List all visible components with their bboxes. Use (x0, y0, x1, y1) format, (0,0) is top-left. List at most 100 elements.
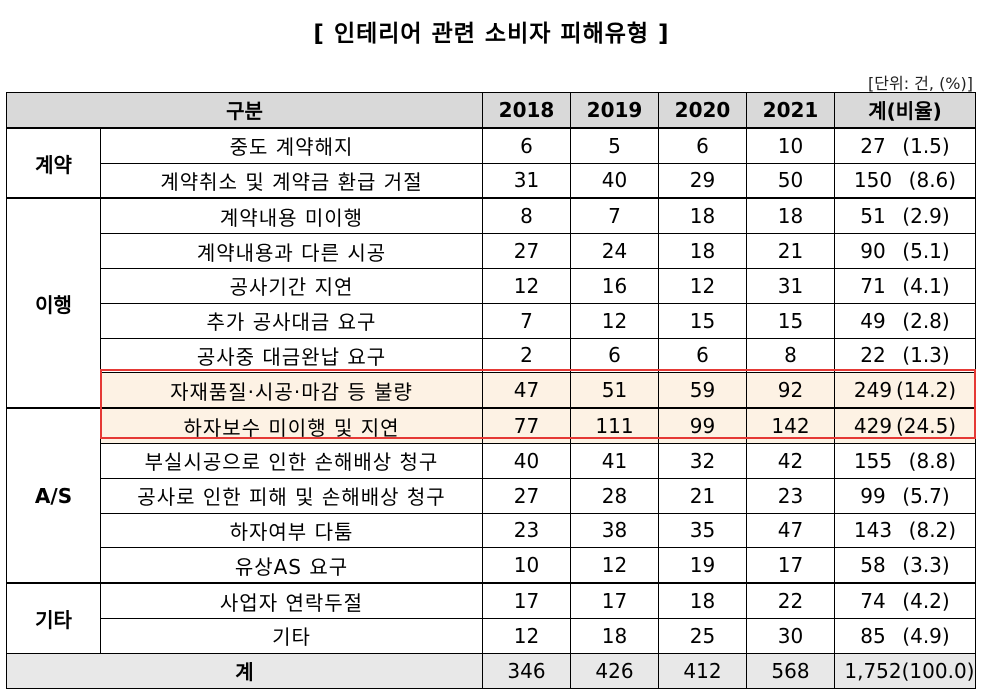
item-label: 계약취소 및 계약금 환급 거절 (100, 162, 483, 199)
header-year: 2019 (570, 91, 659, 129)
total-count: 155 (853, 448, 893, 473)
year-value: 40 (482, 442, 571, 479)
year-value: 22 (746, 582, 835, 619)
total-cell: 22 (1.3) (834, 337, 976, 374)
year-value: 35 (658, 512, 747, 549)
total-count: 143 (853, 518, 893, 543)
year-value: 21 (658, 477, 747, 514)
sum-row: 계 346 426 412 568 1,752(100.0) (6, 652, 976, 689)
total-cell: 71 (4.1) (834, 267, 976, 304)
total-count: 71 (860, 273, 886, 298)
year-value: 16 (570, 267, 659, 304)
total-cell: 90 (5.1) (834, 233, 976, 269)
sum-total-count: 1,752 (844, 658, 902, 683)
total-count: 58 (860, 553, 886, 578)
year-value: 10 (746, 127, 835, 164)
table-row: 공사기간 지연 12 16 12 31 71 (4.1) (7, 267, 976, 304)
year-value: 18 (746, 197, 835, 235)
sum-value: 426 (570, 652, 659, 689)
item-label: 계약내용과 다른 시공 (100, 233, 483, 269)
year-value: 25 (658, 617, 747, 654)
year-value: 17 (570, 582, 659, 619)
total-count: 22 (860, 343, 886, 368)
total-ratio: (2.8) (902, 308, 950, 333)
year-value: 27 (482, 477, 571, 514)
table-row: 유상AS 요구 10 12 19 17 58 (3.3) (7, 547, 976, 584)
year-value: 6 (482, 127, 571, 164)
item-label: 하자여부 다툼 (100, 512, 483, 549)
year-value: 31 (746, 267, 835, 304)
year-value: 7 (482, 302, 571, 339)
total-count: 90 (860, 239, 886, 264)
total-count: 74 (860, 589, 886, 614)
table-body: 계약 중도 계약해지 6 5 6 10 27 (1.5) 계약취소 및 계약금 환급 거절 31 4… (6, 127, 976, 654)
category-cell: A/S (6, 407, 101, 584)
year-value: 41 (570, 442, 659, 479)
year-value: 15 (658, 302, 747, 339)
item-label: 자재품질·시공·마감 등 불량 (100, 372, 483, 409)
header-year: 2020 (658, 91, 747, 129)
year-value: 92 (746, 372, 835, 409)
item-label: 부실시공으로 인한 손해배상 청구 (100, 442, 483, 479)
table-row: 공사중 대금완납 요구 2 6 6 8 22 (1.3) (7, 337, 976, 374)
total-ratio: (4.2) (902, 589, 950, 614)
year-value: 12 (658, 267, 747, 304)
table-row: 하자여부 다툼 23 38 35 47 143 (8.2) (7, 512, 976, 549)
total-cell: 27 (1.5) (834, 127, 976, 164)
year-value: 6 (658, 337, 747, 374)
sum-value: 568 (746, 652, 835, 689)
year-value: 12 (570, 302, 659, 339)
year-value: 30 (746, 617, 835, 654)
total-ratio: (2.9) (902, 204, 950, 229)
year-value: 17 (746, 547, 835, 584)
total-cell: 429 (24.5) (834, 407, 976, 444)
table-row: 공사로 인한 피해 및 손해배상 청구 27 28 21 23 99 (5.7) (7, 477, 976, 514)
header-year: 2018 (482, 91, 571, 129)
table-row: 기타 사업자 연락두절 17 17 18 22 74 (4.2) (6, 582, 976, 654)
item-label: 하자보수 미이행 및 지연 (100, 407, 483, 444)
table-row: 기타 12 18 25 30 85 (4.9) (7, 617, 976, 654)
total-cell: 155 (8.8) (834, 442, 976, 479)
total-ratio: (5.7) (902, 483, 950, 508)
total-cell: 85 (4.9) (834, 617, 976, 654)
item-label: 사업자 연락두절 (100, 582, 483, 619)
year-value: 12 (482, 617, 571, 654)
item-label: 유상AS 요구 (100, 547, 483, 584)
year-value: 6 (658, 127, 747, 164)
item-label: 공사중 대금완납 요구 (100, 337, 483, 374)
year-value: 15 (746, 302, 835, 339)
total-count: 27 (860, 133, 886, 158)
total-cell: 58 (3.3) (834, 547, 976, 584)
table-row: 계약취소 및 계약금 환급 거절 31 40 29 50 150 (8.6) (7, 162, 976, 199)
total-count: 150 (853, 168, 893, 193)
total-ratio: (1.5) (902, 133, 950, 158)
sum-label: 계 (6, 652, 483, 689)
year-value: 10 (482, 547, 571, 584)
year-value: 42 (746, 442, 835, 479)
category-cell: 계약 (6, 127, 101, 199)
table-row: 이행 계약내용 미이행 8 7 18 18 51 (2.9) (6, 197, 976, 409)
sum-value: 346 (482, 652, 571, 689)
year-value: 23 (746, 477, 835, 514)
table-row: 자재품질·시공·마감 등 불량 47 51 59 92 249 (14.2) (7, 372, 976, 409)
total-ratio: (8.8) (908, 448, 957, 473)
year-value: 2 (482, 337, 571, 374)
year-value: 99 (658, 407, 747, 444)
total-cell: 249 (14.2) (834, 372, 976, 409)
year-value: 50 (746, 162, 835, 199)
total-ratio: (8.6) (908, 168, 957, 193)
unit-note: [단위: 건, (%)] (868, 74, 973, 93)
total-count: 49 (860, 308, 886, 333)
year-value: 18 (658, 197, 747, 235)
total-ratio: (4.9) (902, 623, 950, 648)
page-title: [ 인테리어 관련 소비자 피해유형 ] (313, 21, 670, 47)
item-label: 추가 공사대금 요구 (100, 302, 483, 339)
year-value: 8 (746, 337, 835, 374)
total-cell: 150 (8.6) (834, 162, 976, 199)
table-row: 계약내용과 다른 시공 27 24 18 21 90 (5.1) (7, 233, 976, 269)
year-value: 40 (570, 162, 659, 199)
year-value: 6 (570, 337, 659, 374)
year-value: 12 (570, 547, 659, 584)
total-ratio: (1.3) (902, 343, 950, 368)
year-value: 18 (658, 582, 747, 619)
